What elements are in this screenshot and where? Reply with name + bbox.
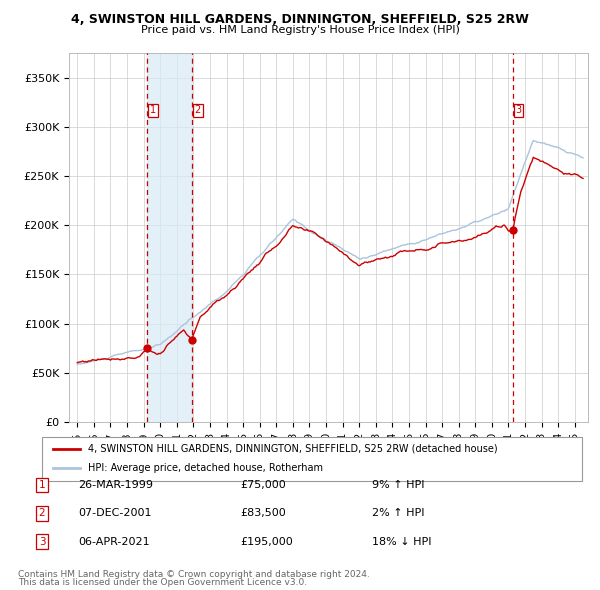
Text: 3: 3 <box>38 537 46 546</box>
Text: 2% ↑ HPI: 2% ↑ HPI <box>372 509 425 518</box>
Text: 1: 1 <box>150 105 156 115</box>
Text: 4, SWINSTON HILL GARDENS, DINNINGTON, SHEFFIELD, S25 2RW (detached house): 4, SWINSTON HILL GARDENS, DINNINGTON, SH… <box>88 444 497 454</box>
Text: 4, SWINSTON HILL GARDENS, DINNINGTON, SHEFFIELD, S25 2RW: 4, SWINSTON HILL GARDENS, DINNINGTON, SH… <box>71 13 529 26</box>
Text: This data is licensed under the Open Government Licence v3.0.: This data is licensed under the Open Gov… <box>18 578 307 587</box>
FancyBboxPatch shape <box>42 437 582 481</box>
Text: £75,000: £75,000 <box>240 480 286 490</box>
Text: 2: 2 <box>194 105 201 115</box>
Bar <box>148 53 192 422</box>
Text: Contains HM Land Registry data © Crown copyright and database right 2024.: Contains HM Land Registry data © Crown c… <box>18 570 370 579</box>
Text: 07-DEC-2001: 07-DEC-2001 <box>78 509 151 518</box>
Text: 06-APR-2021: 06-APR-2021 <box>78 537 149 546</box>
Text: 9% ↑ HPI: 9% ↑ HPI <box>372 480 425 490</box>
Text: 2: 2 <box>38 509 46 518</box>
Text: Price paid vs. HM Land Registry's House Price Index (HPI): Price paid vs. HM Land Registry's House … <box>140 25 460 35</box>
Text: 1: 1 <box>38 480 46 490</box>
Text: 3: 3 <box>515 105 521 115</box>
Text: HPI: Average price, detached house, Rotherham: HPI: Average price, detached house, Roth… <box>88 464 323 473</box>
Text: 26-MAR-1999: 26-MAR-1999 <box>78 480 153 490</box>
Text: £195,000: £195,000 <box>240 537 293 546</box>
Text: 18% ↓ HPI: 18% ↓ HPI <box>372 537 431 546</box>
Text: £83,500: £83,500 <box>240 509 286 518</box>
